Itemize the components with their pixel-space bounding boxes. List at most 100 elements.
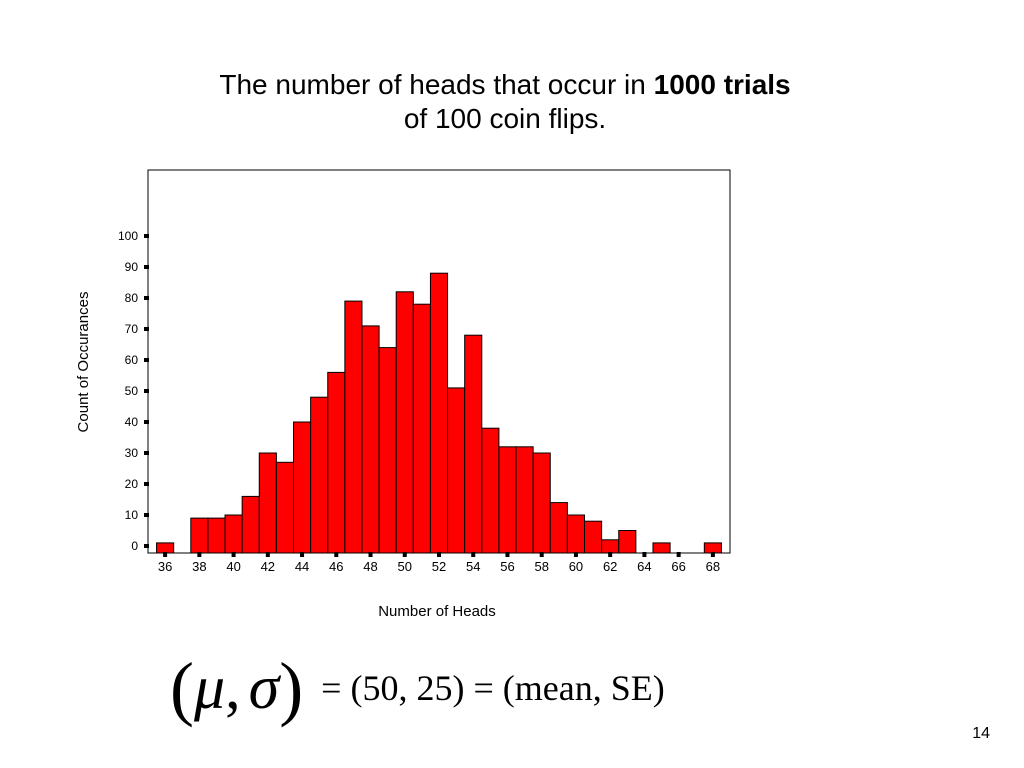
x-tick-mark xyxy=(300,552,305,557)
x-tick-label: 46 xyxy=(329,559,343,574)
x-tick-mark xyxy=(505,552,510,557)
y-tick-mark xyxy=(144,482,149,486)
x-tick-label: 56 xyxy=(500,559,514,574)
y-tick-label: 0 xyxy=(131,539,138,553)
x-axis-label: Number of Heads xyxy=(378,603,496,620)
y-tick-mark xyxy=(144,451,149,455)
y-tick-mark xyxy=(144,513,149,517)
bar xyxy=(190,517,209,554)
y-tick-label: 20 xyxy=(125,477,139,491)
bar xyxy=(566,514,585,554)
bar xyxy=(156,542,175,554)
x-tick-mark xyxy=(471,552,476,557)
y-tick-label: 10 xyxy=(125,508,139,522)
y-tick-label: 50 xyxy=(125,384,139,398)
x-tick-label: 42 xyxy=(261,559,275,574)
y-tick-mark xyxy=(144,234,149,238)
x-tick-mark xyxy=(437,552,441,557)
x-tick-label: 64 xyxy=(637,559,651,574)
y-tick-label: 100 xyxy=(118,229,138,243)
bar xyxy=(447,387,466,554)
x-tick-label: 48 xyxy=(363,559,377,574)
slide-title: The number of heads that occur in 1000 t… xyxy=(100,68,910,136)
x-tick-mark xyxy=(231,552,236,557)
y-tick-mark xyxy=(144,265,149,269)
x-tick-label: 52 xyxy=(432,559,446,574)
bar xyxy=(618,530,637,554)
x-tick-mark xyxy=(334,552,339,557)
bar xyxy=(395,291,414,554)
bar xyxy=(293,421,312,554)
x-tick-mark xyxy=(197,552,202,557)
bar xyxy=(275,461,295,554)
x-tick-label: 38 xyxy=(192,559,206,574)
bar xyxy=(310,396,329,554)
slide-number: 14 xyxy=(972,725,990,742)
bar xyxy=(241,495,260,554)
y-tick-mark xyxy=(144,544,149,548)
x-tick-mark xyxy=(265,552,270,557)
y-tick-mark xyxy=(144,358,149,362)
x-tick-label: 68 xyxy=(706,559,720,574)
bar xyxy=(532,452,551,554)
x-tick-mark xyxy=(608,552,613,557)
formula: ( μ , σ ) = (50, 25) = (mean, SE) xyxy=(170,648,665,728)
x-tick-mark xyxy=(642,552,647,557)
x-tick-label: 62 xyxy=(603,559,617,574)
x-tick-label: 40 xyxy=(226,559,240,574)
x-tick-mark xyxy=(539,552,544,557)
bar xyxy=(652,542,671,554)
y-tick-label: 90 xyxy=(125,260,139,274)
formula-comma: , xyxy=(225,654,241,722)
mu-symbol: μ xyxy=(193,654,226,722)
x-tick-label: 50 xyxy=(398,559,412,574)
y-axis-label: Count of Occurances xyxy=(75,292,92,433)
title-text: The number of heads that occur in xyxy=(219,69,654,100)
x-tick-mark xyxy=(368,552,373,557)
y-tick-label: 30 xyxy=(125,446,139,460)
x-tick-label: 60 xyxy=(569,559,583,574)
x-tick-label: 58 xyxy=(534,559,548,574)
x-tick-mark xyxy=(710,552,715,557)
y-tick-label: 80 xyxy=(125,291,139,305)
title-emphasis: 1000 trials xyxy=(653,69,791,100)
x-tick-label: 36 xyxy=(158,559,172,574)
bar xyxy=(378,347,397,554)
x-tick-mark xyxy=(676,552,681,557)
bar xyxy=(224,514,243,554)
bar xyxy=(207,517,226,554)
bar xyxy=(515,446,534,554)
formula-values: = (50, 25) = (mean, SE) xyxy=(321,668,665,708)
bar xyxy=(584,520,603,554)
bar xyxy=(344,300,363,554)
x-tick-mark xyxy=(402,552,407,557)
formula-close-paren: ) xyxy=(279,648,304,728)
y-axis: 0 10 20 30 40 50 60 70 80 90 100 xyxy=(118,229,149,553)
bar xyxy=(703,542,722,554)
x-tick-label: 54 xyxy=(466,559,480,574)
x-axis: 36 38 40 42 44 46 48 50 52 54 56 58 60 62 64 66 68 xyxy=(158,552,720,574)
bar xyxy=(429,272,449,554)
y-tick-mark xyxy=(144,389,149,393)
formula-open-paren: ( xyxy=(170,648,194,728)
y-tick-mark xyxy=(144,296,149,300)
bar xyxy=(464,334,483,554)
y-tick-label: 40 xyxy=(125,415,139,429)
bar xyxy=(601,539,620,554)
sigma-symbol: σ xyxy=(248,654,280,722)
histogram-chart: 0 10 20 30 40 50 60 70 80 90 100 36 38 40 42 44 46 48 50 5… xyxy=(75,169,731,620)
title-text-line2: of 100 coin flips. xyxy=(403,103,607,134)
y-tick-mark xyxy=(144,327,149,331)
y-tick-label: 60 xyxy=(125,353,139,367)
bar xyxy=(498,446,517,554)
bar xyxy=(327,371,346,554)
bar xyxy=(361,325,380,554)
x-tick-mark xyxy=(573,552,578,557)
bars xyxy=(156,272,722,554)
bar xyxy=(412,303,431,554)
bar xyxy=(481,427,500,554)
x-tick-label: 44 xyxy=(295,559,309,574)
bar xyxy=(549,502,568,554)
bar xyxy=(258,452,277,554)
y-tick-mark xyxy=(144,420,149,424)
